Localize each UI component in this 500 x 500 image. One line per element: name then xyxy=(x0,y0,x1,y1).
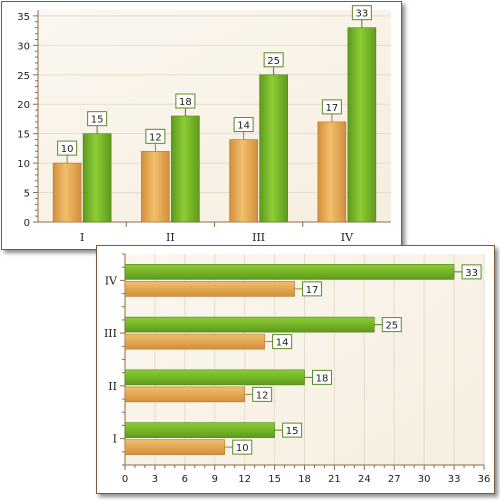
bar xyxy=(124,422,275,438)
data-label: 12 xyxy=(252,386,273,402)
svg-text:25: 25 xyxy=(267,56,280,67)
svg-text:14: 14 xyxy=(276,338,289,349)
x-tick-label: 21 xyxy=(328,474,341,485)
x-tick-label: 12 xyxy=(238,474,251,485)
svg-text:33: 33 xyxy=(465,268,478,279)
svg-text:15: 15 xyxy=(91,115,104,126)
data-label: 14 xyxy=(233,117,254,133)
y-tick-label: 10 xyxy=(17,159,30,170)
y-tick-label: III xyxy=(104,327,117,340)
y-tick-label: IV xyxy=(105,274,118,287)
y-tick-label: 15 xyxy=(17,130,30,141)
x-tick-label: 9 xyxy=(212,474,218,485)
y-tick-label: 30 xyxy=(17,41,30,52)
x-tick-label: 18 xyxy=(298,474,311,485)
bar xyxy=(347,27,377,223)
data-label: 25 xyxy=(381,317,402,333)
bar xyxy=(141,151,170,223)
y-tick-label: I xyxy=(113,433,117,446)
horizontal-bar-chart-panel: 0 3 6 9 12 15 18 21 24 27 30 33 36 I 15 10 II 18 12 III 25 14… xyxy=(96,245,495,494)
y-tick-label: 20 xyxy=(17,100,30,111)
x-tick-label: 27 xyxy=(388,474,401,485)
svg-text:17: 17 xyxy=(306,285,319,296)
svg-text:18: 18 xyxy=(179,97,192,108)
x-tick-label: 0 xyxy=(122,474,128,485)
svg-text:12: 12 xyxy=(149,132,162,143)
horizontal-bar-chart: 0 3 6 9 12 15 18 21 24 27 30 33 36I1510II1812III2514… xyxy=(104,253,491,485)
svg-text:12: 12 xyxy=(256,390,269,401)
svg-text:15: 15 xyxy=(286,426,299,437)
data-label: 10 xyxy=(232,439,253,455)
x-tick-label: II xyxy=(166,231,175,244)
data-label: 12 xyxy=(145,128,166,144)
bar xyxy=(124,333,265,350)
x-tick-label: 30 xyxy=(418,474,431,485)
data-label: 18 xyxy=(175,93,196,109)
data-label: 14 xyxy=(272,334,293,350)
svg-text:18: 18 xyxy=(316,373,329,384)
x-tick-label: III xyxy=(252,231,265,244)
bar xyxy=(124,281,295,297)
bar xyxy=(229,139,258,223)
data-label: 17 xyxy=(321,99,342,115)
svg-text:10: 10 xyxy=(61,144,74,155)
bar xyxy=(124,316,375,333)
bar xyxy=(259,74,288,223)
y-tick-label: 5 xyxy=(24,189,30,200)
svg-text:25: 25 xyxy=(385,321,398,332)
x-tick-label: 24 xyxy=(358,474,371,485)
data-label: 25 xyxy=(263,52,284,68)
x-tick-label: 6 xyxy=(182,474,188,485)
svg-text:33: 33 xyxy=(356,9,369,20)
x-tick-label: 3 xyxy=(152,474,158,485)
svg-text:14: 14 xyxy=(237,121,250,132)
y-tick-label: 25 xyxy=(17,71,30,82)
bar xyxy=(171,115,200,223)
bar xyxy=(124,386,245,403)
svg-text:17: 17 xyxy=(326,103,339,114)
x-tick-label: 36 xyxy=(478,474,491,485)
data-label: 33 xyxy=(351,5,372,21)
bar xyxy=(124,369,305,386)
data-label: 15 xyxy=(87,111,108,127)
bar xyxy=(52,162,82,223)
data-label: 33 xyxy=(461,264,482,280)
bar xyxy=(317,121,347,223)
y-tick-label: 35 xyxy=(17,12,30,23)
svg-text:10: 10 xyxy=(236,443,249,454)
x-tick-label: 15 xyxy=(268,474,281,485)
bar xyxy=(124,439,226,455)
bar xyxy=(82,133,112,223)
x-tick-label: 33 xyxy=(448,474,461,485)
data-label: 18 xyxy=(312,369,332,385)
vertical-bar-chart: 0 5 10 15 20 25 30 35 I 10 15 II 12 18 III 14 25 IV 17 33 xyxy=(17,5,391,244)
data-label: 15 xyxy=(282,422,303,438)
bar xyxy=(124,264,455,280)
y-tick-label: 0 xyxy=(24,218,30,229)
x-tick-label: I xyxy=(80,231,84,244)
data-label: 17 xyxy=(302,281,323,297)
x-tick-label: IV xyxy=(341,231,354,244)
vertical-bar-chart-panel: 0 5 10 15 20 25 30 35 I 10 15 II 12 18 III 14 25 IV 17 33 xyxy=(1,1,402,250)
data-label: 10 xyxy=(57,140,78,156)
y-tick-label: II xyxy=(108,380,117,393)
